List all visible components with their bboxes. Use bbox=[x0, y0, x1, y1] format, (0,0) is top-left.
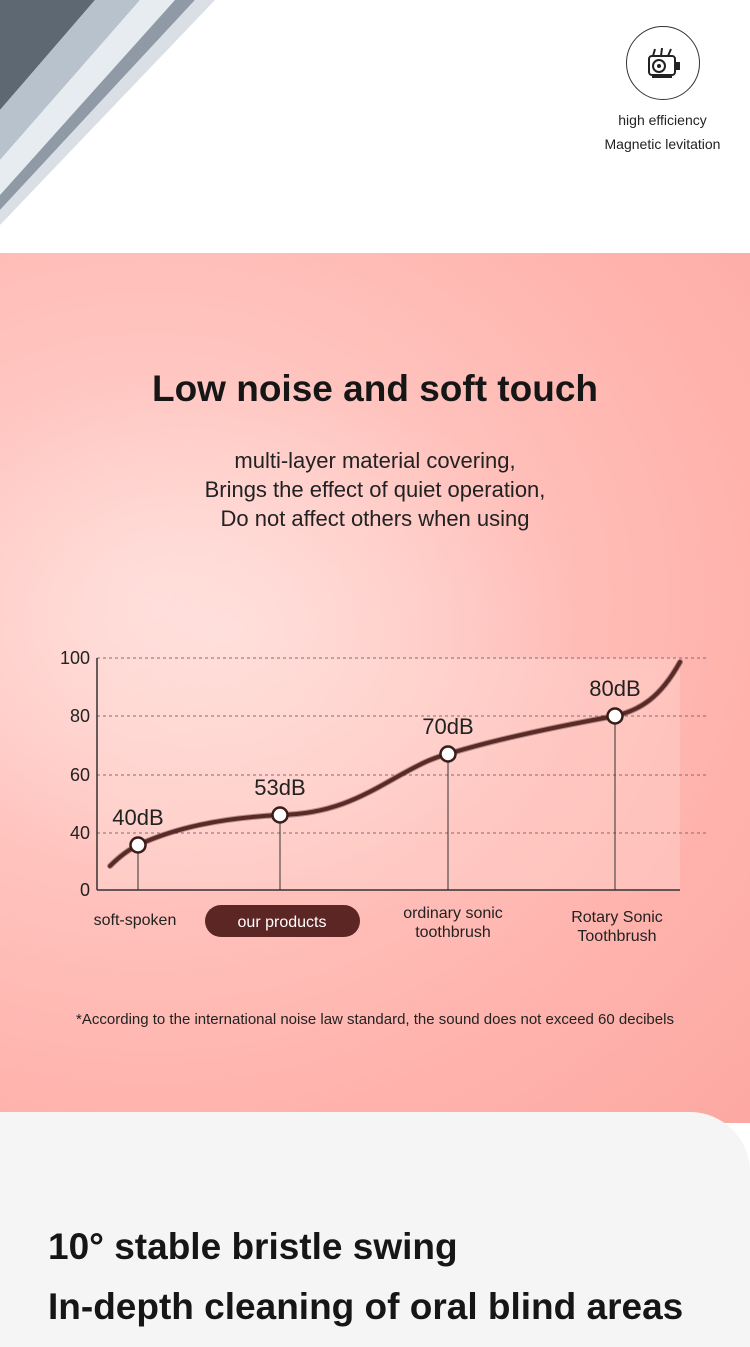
top-section: high efficiency Magnetic levitation bbox=[0, 0, 750, 253]
subtitle-line-3: Do not affect others when using bbox=[220, 506, 530, 531]
noise-chart: 0 40 60 80 100 40dB 53dB 70dB 80dB soft-spoken our… bbox=[0, 638, 750, 968]
y-tick-label: 0 bbox=[80, 880, 90, 900]
footnote: *According to the international noise la… bbox=[76, 1011, 674, 1028]
feature-line-1: high efficiency bbox=[618, 112, 707, 128]
feature-headline-2: In-depth cleaning of oral blind areas bbox=[48, 1286, 684, 1327]
x-tick-label: soft-spoken bbox=[94, 912, 177, 929]
data-label: 70dB bbox=[422, 714, 473, 739]
subtitle-line-2: Brings the effect of quiet operation, bbox=[204, 477, 546, 502]
data-point bbox=[129, 836, 147, 854]
y-tick-label: 60 bbox=[70, 765, 90, 785]
noise-chart-svg: 0 40 60 80 100 40dB 53dB 70dB 80dB soft-spoken our… bbox=[60, 648, 706, 945]
highlight-pill bbox=[205, 905, 360, 937]
subtitle-line-1: multi-layer material covering, bbox=[234, 448, 516, 473]
data-label: 53dB bbox=[254, 775, 305, 800]
y-tick-label: 100 bbox=[60, 648, 90, 668]
bottom-section: 10° stable bristle swing In-depth cleani… bbox=[0, 1112, 750, 1347]
y-tick-label: 80 bbox=[70, 706, 90, 726]
data-point bbox=[271, 806, 289, 824]
section-title: Low noise and soft touch bbox=[151, 368, 599, 409]
noise-section: Low noise and soft touch multi-layer mat… bbox=[0, 253, 750, 1123]
x-tick-label: ordinary sonic bbox=[403, 905, 503, 922]
data-label: 40dB bbox=[112, 805, 163, 830]
section-subtitle: multi-layer material covering, Brings th… bbox=[0, 446, 750, 533]
y-tick-label: 40 bbox=[70, 823, 90, 843]
feature-headline-1: 10° stable bristle swing bbox=[48, 1226, 458, 1267]
product-handle-image bbox=[0, 0, 215, 225]
x-tick-label: our products bbox=[238, 914, 327, 931]
x-tick-label: Rotary Sonic bbox=[571, 909, 663, 926]
data-point bbox=[606, 707, 624, 725]
motor-icon bbox=[625, 26, 700, 100]
data-label: 80dB bbox=[589, 676, 640, 701]
data-point bbox=[439, 745, 457, 763]
x-tick-label: toothbrush bbox=[415, 924, 491, 941]
feature-line-2: Magnetic levitation bbox=[604, 136, 721, 152]
feature-badge: high efficiency Magnetic levitation bbox=[590, 26, 735, 156]
chart-plot-area bbox=[97, 658, 680, 890]
x-tick-label: Toothbrush bbox=[577, 928, 656, 945]
